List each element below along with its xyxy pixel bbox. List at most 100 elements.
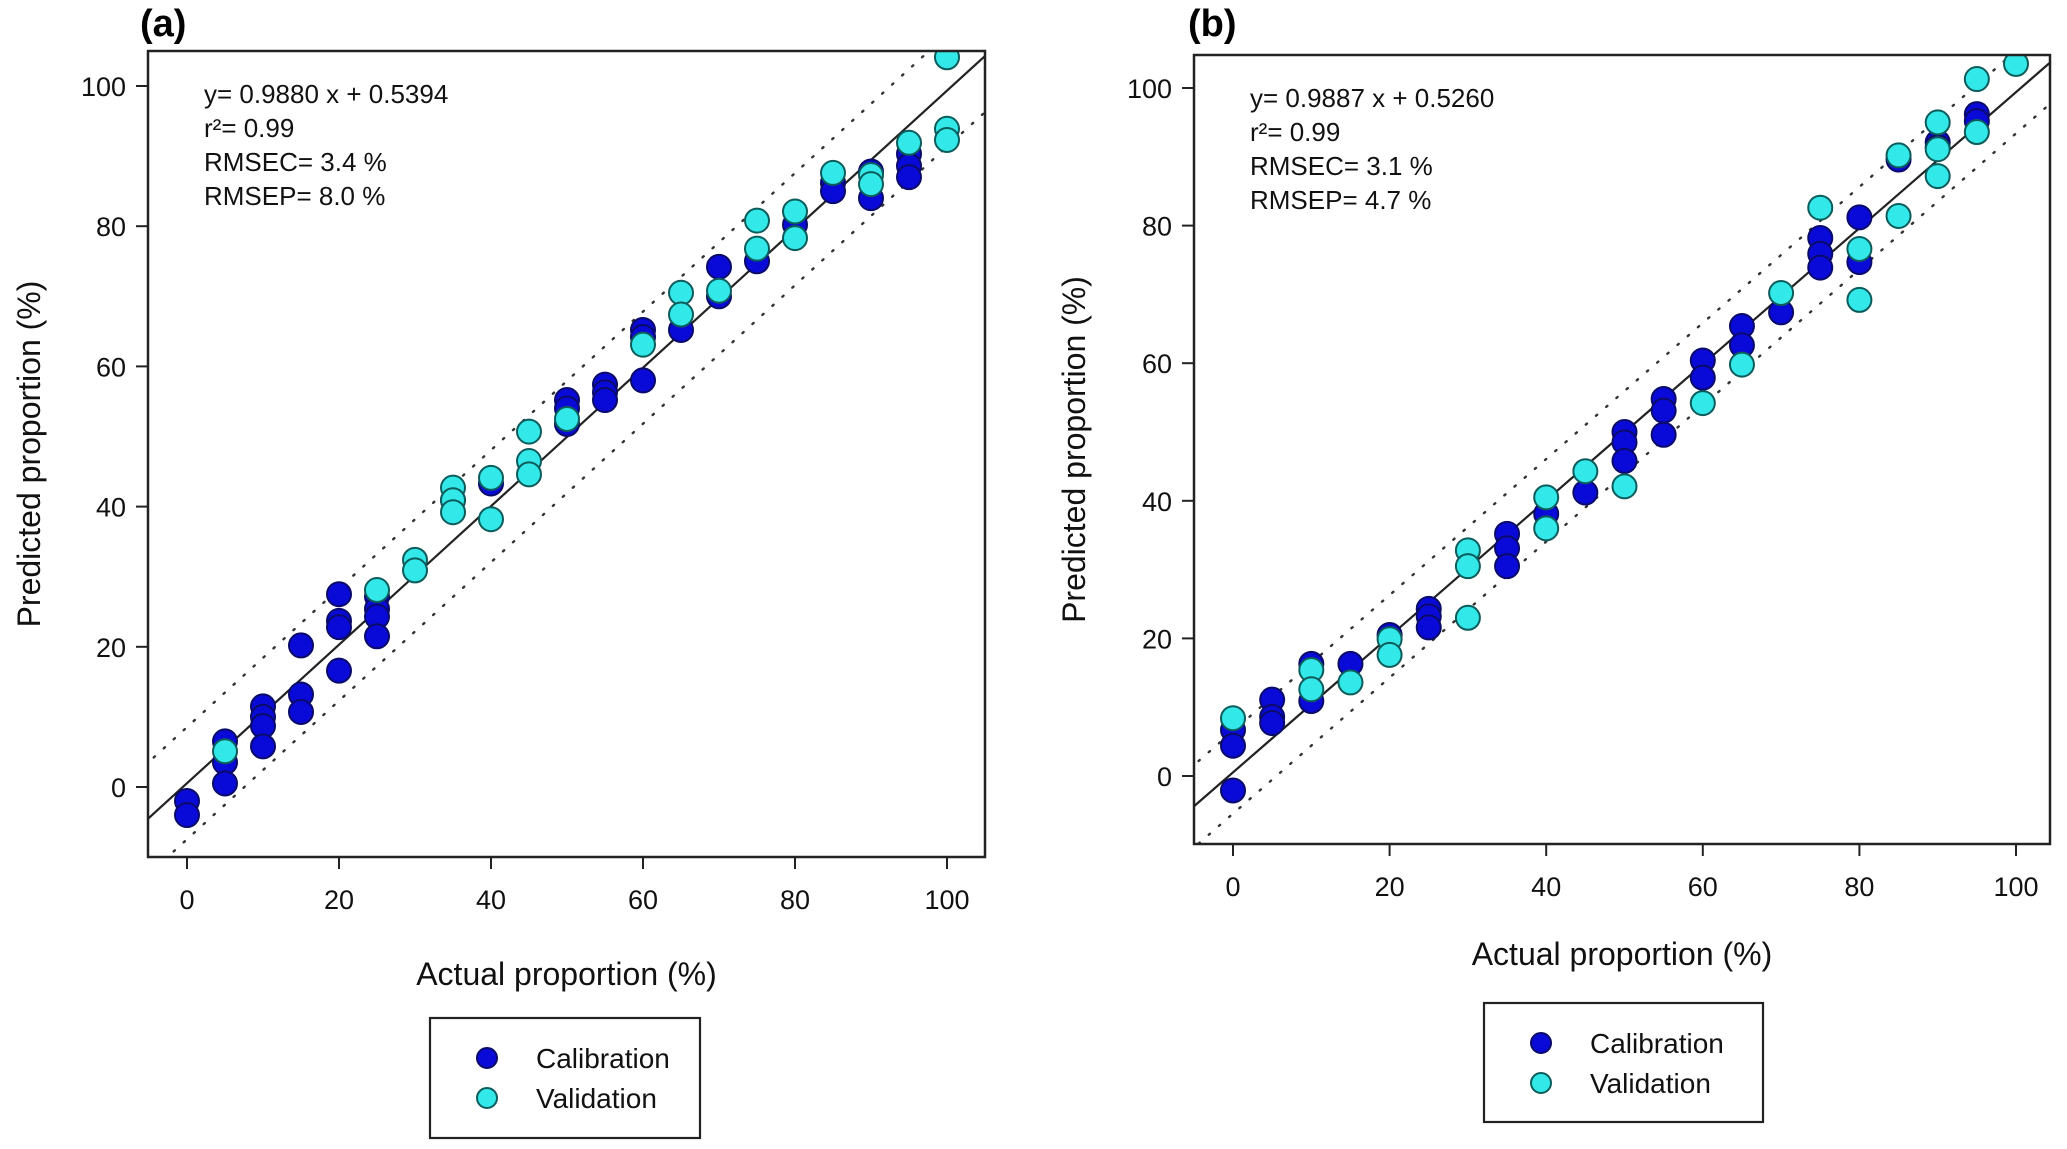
x-tick-label: 0 bbox=[179, 885, 194, 915]
y-tick-label: 80 bbox=[96, 212, 126, 242]
series-validation bbox=[212, 51, 960, 765]
data-point-calibration bbox=[1611, 447, 1638, 474]
data-point-validation bbox=[630, 331, 656, 358]
data-point-calibration bbox=[326, 581, 352, 608]
data-point-calibration bbox=[1259, 710, 1286, 737]
data-point-validation bbox=[1963, 119, 1990, 146]
data-point-validation bbox=[1298, 676, 1325, 703]
x-tick-label: 40 bbox=[1531, 872, 1561, 902]
data-point-calibration bbox=[1689, 364, 1716, 391]
data-point-validation bbox=[212, 738, 238, 765]
data-point-validation bbox=[1768, 280, 1795, 307]
data-point-validation bbox=[1924, 136, 1951, 163]
stats-line: r²= 0.99 bbox=[204, 113, 294, 143]
data-point-calibration bbox=[1846, 204, 1873, 231]
plot-frame bbox=[1192, 53, 2052, 846]
legend: Calibration Validation bbox=[1482, 1001, 1765, 1124]
data-point-validation bbox=[1885, 142, 1912, 169]
plot-frame bbox=[146, 49, 987, 859]
data-point-validation bbox=[782, 198, 808, 225]
y-tick-label: 40 bbox=[1142, 487, 1172, 517]
data-point-validation bbox=[896, 129, 922, 156]
x-tick-label: 100 bbox=[1993, 872, 2038, 902]
data-point-calibration bbox=[896, 164, 922, 191]
y-axis-title: Predicted proportion (%) bbox=[11, 281, 47, 628]
data-point-validation bbox=[554, 405, 580, 432]
series-validation bbox=[1220, 55, 2029, 732]
data-point-validation bbox=[934, 51, 960, 71]
panel-label: (a) bbox=[140, 3, 186, 45]
x-axis-title: Actual proportion (%) bbox=[416, 956, 717, 992]
legend-label-calibration: Calibration bbox=[1590, 1028, 1724, 1059]
data-point-validation bbox=[1689, 390, 1716, 417]
legend-marker-calibration bbox=[476, 1047, 498, 1069]
y-tick-label: 20 bbox=[96, 633, 126, 663]
y-tick-label: 60 bbox=[1142, 349, 1172, 379]
data-point-validation bbox=[1924, 163, 1951, 190]
regression-line bbox=[148, 54, 985, 821]
data-point-calibration bbox=[212, 770, 238, 797]
data-point-calibration bbox=[364, 623, 390, 650]
data-point-validation bbox=[1885, 202, 1912, 229]
data-point-validation bbox=[1611, 473, 1638, 500]
stats-annotation: y= 0.9880 x + 0.5394 r²= 0.99 RMSEC= 3.4 %… bbox=[204, 79, 448, 211]
data-point-calibration bbox=[174, 802, 200, 829]
data-point-calibration bbox=[288, 632, 314, 659]
legend-label-validation: Validation bbox=[1590, 1068, 1711, 1099]
data-point-calibration bbox=[1415, 614, 1442, 641]
y-axis-title: Predicted proportion (%) bbox=[1056, 276, 1092, 623]
data-point-validation bbox=[744, 207, 770, 234]
data-point-validation bbox=[1454, 553, 1481, 580]
data-point-validation bbox=[706, 277, 732, 304]
data-point-calibration bbox=[288, 698, 314, 725]
data-point-validation bbox=[934, 126, 960, 153]
stats-line: y= 0.9880 x + 0.5394 bbox=[204, 79, 448, 109]
data-point-validation bbox=[820, 159, 846, 186]
y-tick-label: 60 bbox=[96, 352, 126, 382]
data-point-validation bbox=[516, 461, 542, 488]
stats-line: RMSEP= 8.0 % bbox=[204, 181, 385, 211]
data-point-calibration bbox=[1807, 254, 1834, 281]
data-point-validation bbox=[782, 225, 808, 252]
panel-a: (a) 0 20 40 60 80 100 0 20 40 60 80 100 y= 0.9880 x… bbox=[11, 3, 987, 1140]
data-point-validation bbox=[478, 464, 504, 491]
data-point-calibration bbox=[706, 253, 732, 280]
panel-label: (b) bbox=[1188, 3, 1237, 45]
data-point-calibration bbox=[1220, 732, 1246, 759]
stats-line: r²= 0.99 bbox=[1250, 117, 1340, 147]
legend-marker-calibration bbox=[1530, 1032, 1552, 1054]
legend-box bbox=[428, 1016, 702, 1140]
series-calibration bbox=[174, 140, 922, 829]
data-point-calibration bbox=[326, 614, 352, 641]
data-point-validation bbox=[744, 235, 770, 262]
legend-box bbox=[1482, 1001, 1765, 1124]
data-point-validation bbox=[516, 418, 542, 445]
data-point-validation bbox=[1963, 66, 1990, 93]
data-point-validation bbox=[364, 577, 390, 604]
x-axis-title: Actual proportion (%) bbox=[1472, 936, 1773, 972]
data-point-calibration bbox=[250, 733, 276, 760]
stats-line: RMSEC= 3.1 % bbox=[1250, 151, 1433, 181]
axis-ticks: 0 20 40 60 80 100 0 20 40 60 80 100 bbox=[81, 72, 970, 915]
data-point-calibration bbox=[1650, 397, 1677, 424]
stats-annotation: y= 0.9887 x + 0.5260 r²= 0.99 RMSEC= 3.1 %… bbox=[1250, 83, 1494, 215]
data-point-validation bbox=[1807, 194, 1834, 221]
data-point-validation bbox=[1376, 641, 1403, 668]
data-point-calibration bbox=[592, 387, 618, 414]
x-tick-label: 40 bbox=[476, 885, 506, 915]
legend-marker-validation bbox=[476, 1087, 498, 1109]
x-tick-label: 60 bbox=[628, 885, 658, 915]
data-point-validation bbox=[1533, 484, 1560, 511]
y-tick-label: 0 bbox=[1157, 762, 1172, 792]
y-tick-label: 100 bbox=[81, 72, 126, 102]
panel-b: (b) 0 20 40 60 80 100 0 20 40 60 80 100 y= 0.9887 x… bbox=[1056, 3, 2052, 1124]
data-point-validation bbox=[1846, 286, 1873, 313]
x-tick-label: 80 bbox=[1844, 872, 1874, 902]
data-point-calibration bbox=[1220, 777, 1246, 804]
stats-line: y= 0.9887 x + 0.5260 bbox=[1250, 83, 1494, 113]
data-point-validation bbox=[2003, 55, 2029, 77]
data-point-calibration bbox=[1650, 421, 1677, 448]
x-tick-label: 20 bbox=[1375, 872, 1405, 902]
data-point-validation bbox=[478, 506, 504, 533]
